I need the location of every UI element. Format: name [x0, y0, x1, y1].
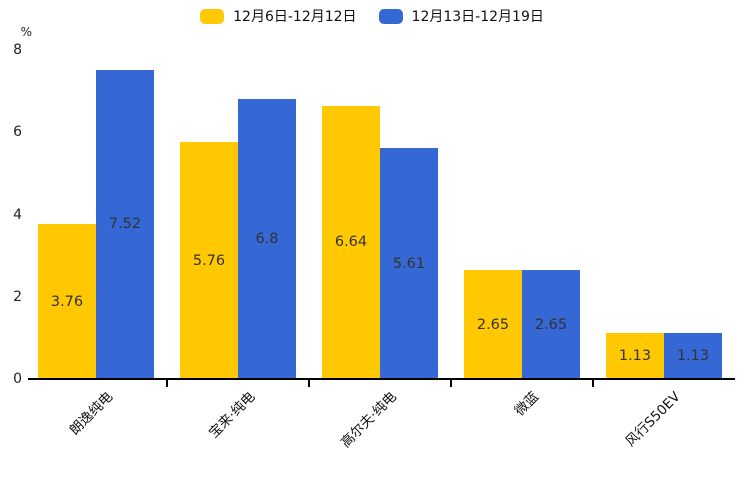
x-axis-tick	[166, 379, 168, 387]
bar-value-label: 3.76	[50, 293, 84, 310]
legend-label: 12月6日-12月12日	[233, 9, 357, 25]
bar-value-label: 7.52	[108, 216, 142, 233]
legend-swatch-icon	[378, 8, 403, 24]
x-axis-line	[28, 378, 735, 380]
category-label: 风行S50EV	[622, 388, 685, 451]
category-label: 宝来·纯电	[205, 388, 259, 442]
y-axis-tick-label: 0	[13, 371, 22, 387]
bar-value-label: 6.64	[334, 234, 368, 251]
legend-label: 12月13日-12月19日	[411, 9, 544, 25]
y-axis-tick-label: 2	[13, 288, 22, 305]
bar-value-label: 5.61	[392, 255, 426, 272]
bar[interactable]: 3.76	[38, 224, 96, 379]
bar[interactable]: 2.65	[464, 270, 522, 379]
bar-value-label: 5.76	[192, 252, 226, 269]
bar-value-label: 1.13	[676, 347, 710, 364]
bar-value-label: 1.13	[618, 347, 652, 364]
legend-item[interactable]: 12月13日-12月19日	[378, 6, 544, 26]
y-axis-tick-label: 8	[13, 42, 22, 58]
bar[interactable]: 7.52	[96, 69, 154, 379]
legend-swatch-icon	[200, 8, 225, 24]
bar[interactable]: 6.64	[322, 105, 380, 379]
legend-item[interactable]: 12月6日-12月12日	[200, 6, 357, 26]
bar-value-label: 6.8	[255, 231, 279, 248]
bar[interactable]: 6.8	[238, 99, 296, 379]
bar[interactable]: 2.65	[522, 270, 580, 379]
y-axis-unit-label: %	[20, 25, 32, 39]
x-axis-tick	[308, 379, 310, 387]
bar-value-label: 2.65	[476, 316, 510, 333]
x-axis-tick	[450, 379, 452, 387]
bar-value-label: 2.65	[534, 316, 568, 333]
x-axis-tick	[592, 379, 594, 387]
bar[interactable]: 5.76	[180, 142, 238, 379]
y-axis-tick-label: 6	[13, 124, 22, 141]
category-label: 朗逸纯电	[66, 388, 117, 439]
y-axis-tick-label: 4	[13, 206, 22, 223]
category-label: 微蓝	[511, 388, 543, 420]
legend: 12月6日-12月12日 12月13日-12月19日	[0, 6, 744, 26]
bar[interactable]: 1.13	[606, 332, 664, 379]
bar[interactable]: 1.13	[664, 332, 722, 379]
bar[interactable]: 5.61	[380, 148, 438, 379]
category-label: 高尔夫·纯电	[338, 388, 401, 451]
